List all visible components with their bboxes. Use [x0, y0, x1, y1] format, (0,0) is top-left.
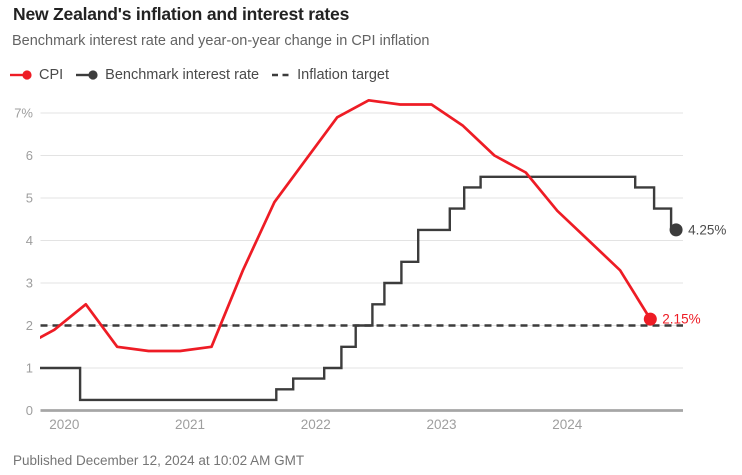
cpi-line-dot-swatch-icon	[10, 70, 32, 80]
x-tick-label-2020: 2020	[49, 417, 79, 432]
x-tick-label-2021: 2021	[175, 417, 205, 432]
inflation-target-dashed-swatch-icon	[272, 73, 292, 77]
y-tick-label-3: 3	[26, 276, 33, 291]
cpi-end-dot	[643, 312, 657, 326]
legend-label-cpi: CPI	[39, 67, 64, 83]
legend-item-cpi: CPI	[10, 67, 63, 83]
legend-item-benchmark: Benchmark interest rate	[76, 67, 259, 83]
x-tick-label-2022: 2022	[301, 417, 331, 432]
x-tick-label-2024: 2024	[552, 417, 583, 432]
benchmark-end-label: 4.25%	[688, 222, 726, 237]
chart-legend: CPI Benchmark interest rate Inflation ta…	[10, 67, 389, 83]
page-title: New Zealand's inflation and interest rat…	[13, 4, 350, 24]
y-tick-label-2: 2	[26, 318, 33, 333]
benchmark-line-dot-swatch-icon	[76, 70, 98, 80]
legend-label-benchmark: Benchmark interest rate	[105, 67, 260, 83]
x-tick-label-2023: 2023	[427, 417, 457, 432]
y-tick-label-1: 1	[26, 361, 33, 376]
page-subtitle: Benchmark interest rate and year-on-year…	[12, 33, 430, 49]
y-tick-label-7: 7%	[14, 106, 33, 121]
y-tick-label-4: 4	[26, 233, 33, 248]
legend-label-inflation-target: Inflation target	[297, 67, 390, 83]
cpi-line	[40, 98, 652, 353]
y-tick-label-5: 5	[26, 191, 33, 206]
cpi-end-label: 2.15%	[662, 312, 700, 327]
series-group	[40, 98, 677, 402]
y-tick-label-6: 6	[26, 148, 33, 163]
benchmark-end-dot	[669, 223, 683, 237]
published-timestamp: Published December 12, 2024 at 10:02 AM …	[13, 453, 305, 468]
legend-item-inflation-target: Inflation target	[272, 67, 389, 83]
benchmark-rate-line	[40, 175, 677, 402]
y-tick-label-0: 0	[26, 403, 33, 418]
